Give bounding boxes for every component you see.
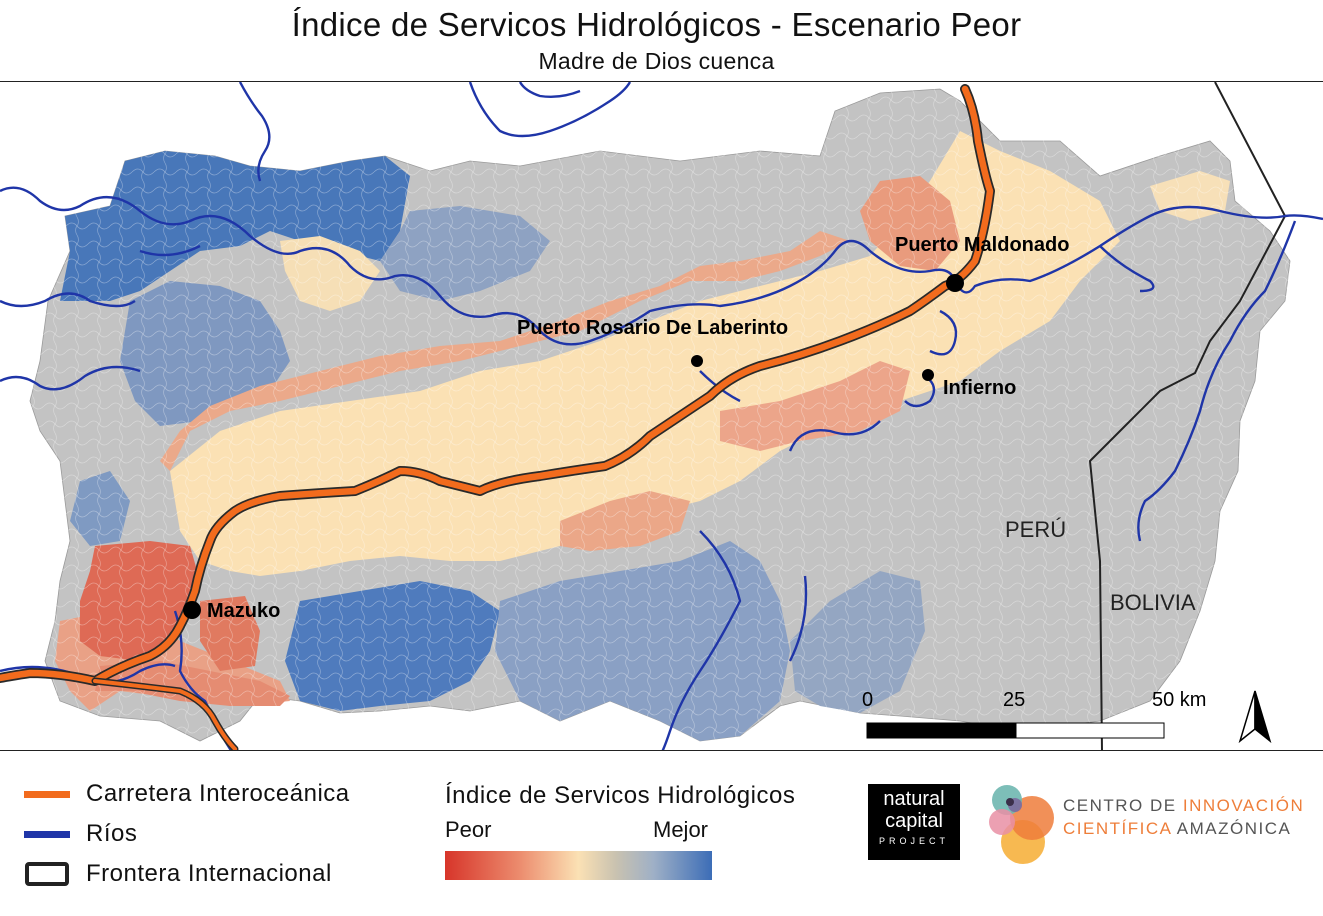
cia-line2: CIENTÍFICA AMAZÓNICA [1063,817,1304,840]
legend-rivers-label: Ríos [86,820,138,847]
city-label-mazuko: Mazuko [207,600,280,622]
scale-tick-25: 25 [1003,689,1025,711]
interoceanic-road-fill [0,85,994,685]
scale-segment-dark [866,722,1017,739]
legend-item-rivers: Ríos [24,820,137,848]
ncp-logo-line1: natural [883,788,945,810]
city-marker-puerto-rosario[interactable] [691,355,703,367]
legend-low-label: Peor [445,817,492,842]
legend-index-title: Índice de Servicos Hidrológicos [445,782,796,809]
cincia-logo-icon [989,785,1054,864]
international-border [1088,82,1287,750]
ncp-logo-line2: capital [885,810,943,832]
river-network [0,82,1323,750]
river-swatch [24,830,70,838]
index-color-ramp [445,851,712,880]
ncp-logo-line3: PROJECT [878,836,949,846]
country-label-peru: PERÚ [1005,517,1066,542]
scale-tick-0: 0 [862,689,873,711]
road-swatch [24,790,70,798]
map-title: Índice de Servicos Hidrológicos - Escena… [291,6,1022,43]
scale-tick-50: 50 km [1152,689,1206,711]
legend-border-label: Frontera Internacional [86,860,332,887]
north-arrow-icon [1238,690,1272,744]
cia-line1-a: CENTRO DE [1063,796,1183,815]
border-swatch [25,862,69,886]
map-canvas[interactable]: Puerto Maldonado Puerto Rosario De Laber… [0,82,1323,751]
subbasin-boundaries [0,82,1323,750]
city-marker-mazuko[interactable] [183,601,201,619]
legend-item-road: Carretera Interoceánica [24,780,350,808]
city-marker-infierno[interactable] [922,369,934,381]
legend-high-label: Mejor [653,817,709,842]
cia-line2-b: AMAZÓNICA [1176,819,1292,838]
cia-line2-a: CIENTÍFICA [1063,819,1177,838]
city-label-puerto-maldonado: Puerto Maldonado [895,234,1069,256]
legend-panel: Carretera Interoceánica Ríos Frontera In… [0,752,1323,916]
interoceanic-road-south-fill [93,679,237,750]
legend-item-border: Frontera Internacional [24,860,332,888]
legend-road-label: Carretera Interoceánica [86,780,350,807]
scale-bar: 0 25 50 km [862,689,1206,739]
city-label-infierno: Infierno [943,377,1016,399]
map-panel[interactable]: Puerto Maldonado Puerto Rosario De Laber… [0,81,1323,751]
city-marker-puerto-maldonado[interactable] [946,274,964,292]
scale-segment-light [1015,722,1165,739]
cincia-logo-text: CENTRO DE INNOVACIÓN CIENTÍFICA AMAZÓNIC… [1063,794,1304,840]
country-label-bolivia: BOLIVIA [1110,590,1196,615]
cia-line1: CENTRO DE INNOVACIÓN [1063,794,1304,817]
map-subtitle: Madre de Dios cuenca [538,48,775,74]
natural-capital-project-logo: natural capital PROJECT [868,784,960,860]
city-label-puerto-rosario: Puerto Rosario De Laberinto [517,317,788,339]
cia-line1-b: INNOVACIÓN [1182,796,1305,815]
